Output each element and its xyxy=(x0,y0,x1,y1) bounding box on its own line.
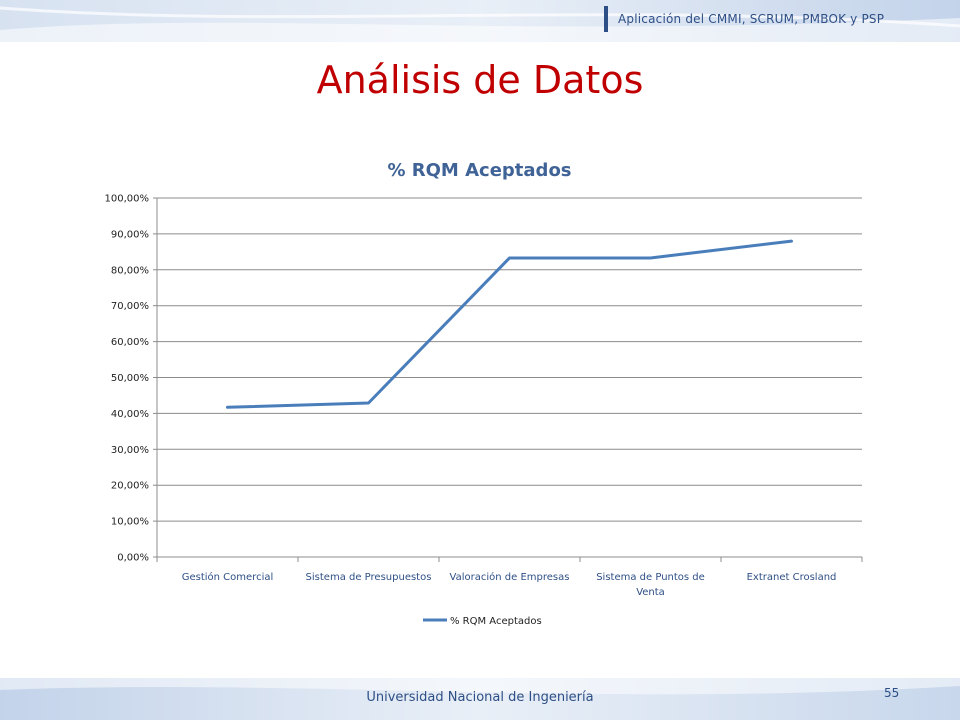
x-tick-label: Sistema de Puntos de Venta xyxy=(596,572,705,598)
y-tick-label: 100,00% xyxy=(105,194,150,205)
y-tick-label: 10,00% xyxy=(111,517,149,528)
y-tick-label: 50,00% xyxy=(111,373,149,384)
y-tick-label: 30,00% xyxy=(111,445,149,456)
series-line xyxy=(226,239,793,409)
header-subtitle: Aplicación del CMMI, SCRUM, PMBOK y PSP xyxy=(618,12,885,26)
x-tick-label: Valoración de Empresas xyxy=(450,571,570,583)
y-tick-label: 90,00% xyxy=(111,229,149,240)
x-tick-label: Extranet Crosland xyxy=(747,572,837,583)
header-decoration xyxy=(0,0,960,42)
y-tick-label: 20,00% xyxy=(111,481,149,492)
legend-label: % RQM Aceptados xyxy=(450,616,542,627)
slide-title: Análisis de Datos xyxy=(316,58,644,102)
header-divider xyxy=(604,6,608,32)
x-tick-label: Sistema de Presupuestos xyxy=(306,572,432,583)
page-number: 55 xyxy=(884,686,900,700)
footer-decoration xyxy=(0,678,960,720)
footer-university: Universidad Nacional de Ingeniería xyxy=(366,690,594,705)
chart-title: % RQM Aceptados xyxy=(387,160,571,181)
y-tick-label: 0,00% xyxy=(117,553,149,564)
y-tick-label: 40,00% xyxy=(111,409,149,420)
line-chart: % RQM Aceptados 0,00% 10,00% 20,00% 30,00% 40… xyxy=(105,160,863,627)
y-tick-label: 80,00% xyxy=(111,265,149,276)
x-tick-label: Gestión Comercial xyxy=(182,571,274,583)
y-tick-label: 60,00% xyxy=(111,337,149,348)
y-tick-label: 70,00% xyxy=(111,301,149,312)
